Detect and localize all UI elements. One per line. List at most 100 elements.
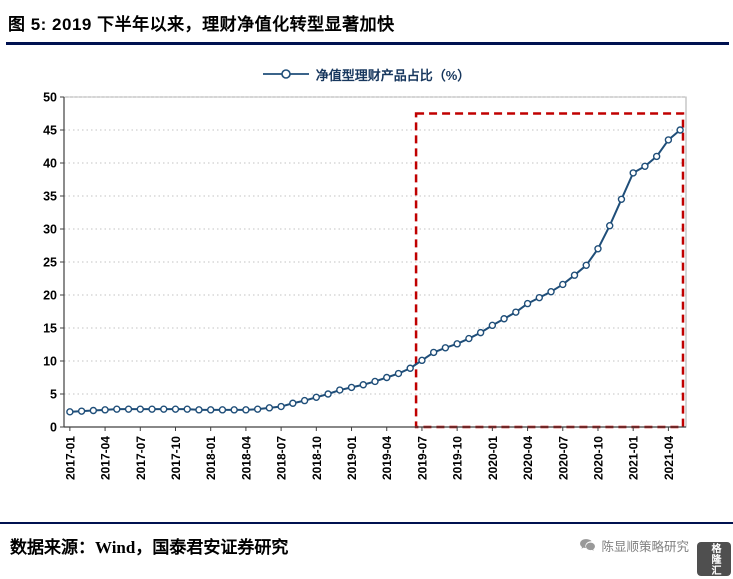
footer-divider [0, 522, 733, 524]
data-point-marker [101, 406, 109, 414]
gelonghui-logo-text: 格隆汇 [709, 542, 720, 576]
x-axis-label: 2019-10 [451, 436, 465, 480]
y-axis-label: 0 [50, 421, 57, 435]
y-axis-label: 5 [50, 388, 57, 402]
data-point-marker [652, 152, 661, 161]
data-point-marker [253, 405, 262, 413]
x-axis-label: 2021-01 [627, 436, 641, 480]
y-axis-label: 35 [43, 190, 57, 204]
data-point-marker [289, 399, 297, 407]
data-point-marker [242, 406, 250, 414]
gelonghui-logo: 格隆汇 [697, 542, 731, 576]
data-point-marker [359, 381, 367, 389]
y-axis-label: 50 [43, 91, 57, 105]
x-axis-label: 2018-01 [204, 436, 218, 480]
x-axis-label: 2019-07 [415, 436, 429, 480]
data-point-marker [453, 340, 461, 348]
watermark: 陈显顺策略研究 [579, 536, 689, 555]
figure-footer: 数据来源：Wind，国泰君安证券研究 陈显顺策略研究 [0, 524, 733, 558]
data-point-marker [441, 344, 450, 352]
data-point-marker [160, 405, 168, 413]
data-point-marker [77, 407, 86, 415]
data-point-marker [300, 396, 309, 405]
data-point-marker [230, 406, 238, 414]
data-point-marker [336, 386, 344, 394]
figure-header: 图 5: 2019 下半年以来，理财净值化转型显著加快 [6, 8, 729, 45]
x-axis-label: 2017-04 [99, 436, 113, 480]
x-axis-label: 2017-10 [169, 436, 183, 480]
data-point-marker [500, 315, 508, 323]
x-axis-label: 2018-04 [239, 436, 253, 480]
y-axis-label: 45 [43, 124, 57, 138]
wechat-icon [580, 539, 596, 551]
data-point-marker [559, 280, 567, 289]
data-point-marker [66, 408, 74, 416]
x-axis-label: 2019-01 [345, 436, 359, 480]
data-point-marker [617, 195, 626, 204]
legend-line-marker-icon [262, 69, 309, 79]
data-point-marker [547, 287, 555, 296]
data-point-marker [218, 406, 227, 414]
data-point-marker [206, 406, 215, 414]
data-point-marker [664, 136, 673, 144]
data-point-marker [629, 169, 637, 177]
highlight-box [414, 112, 685, 429]
data-point-marker [136, 405, 144, 413]
data-point-marker [465, 334, 473, 343]
data-source: 数据来源：Wind，国泰君安证券研究 [10, 538, 289, 557]
watermark-account: 陈显顺策略研究 [601, 540, 689, 554]
y-axis-label: 25 [43, 256, 57, 270]
y-axis-label: 10 [43, 355, 57, 369]
data-point-marker [394, 369, 403, 378]
y-axis-label: 20 [43, 289, 57, 303]
data-point-marker [582, 261, 590, 270]
x-axis-label: 2017-01 [63, 436, 77, 480]
data-point-marker [183, 405, 191, 413]
data-point-marker [312, 393, 321, 401]
data-point-marker [641, 162, 649, 171]
data-point-marker [476, 328, 485, 337]
data-point-marker [171, 405, 180, 413]
y-axis-label: 40 [43, 157, 57, 171]
x-axis-label: 2018-07 [275, 436, 289, 480]
chart-legend: 净值型理财产品占比（%） [0, 65, 733, 83]
data-point-marker [429, 348, 438, 357]
x-axis-label: 2017-07 [134, 436, 148, 480]
x-axis-label: 2020-01 [486, 436, 500, 480]
data-point-marker [512, 308, 520, 316]
data-point-marker [523, 299, 532, 308]
data-point-marker [418, 356, 426, 365]
data-line [69, 129, 681, 413]
data-point-marker [324, 390, 332, 398]
line-chart: 0 5 10 15 20 25 30 35 40 45 50 2017-01 2017-04 2017-0… [24, 85, 733, 516]
data-point-marker [371, 377, 379, 386]
legend-label: 净值型理财产品占比（%） [315, 67, 471, 83]
data-point-marker [535, 293, 544, 302]
gelonghui-logo-icon: 格隆汇 [697, 542, 731, 576]
y-axis-label: 15 [43, 322, 57, 336]
x-axis-label: 2020-04 [521, 436, 535, 480]
data-point-marker [606, 221, 614, 230]
data-point-marker [89, 406, 98, 415]
y-axis-label: 30 [43, 223, 57, 237]
data-point-marker [488, 321, 497, 330]
data-point-marker [277, 402, 285, 411]
data-point-marker [570, 271, 579, 279]
x-axis-label: 2020-07 [556, 436, 570, 480]
data-point-marker [195, 406, 203, 414]
x-axis-label: 2020-10 [591, 436, 605, 480]
data-point-marker [148, 405, 156, 413]
data-point-marker [265, 404, 274, 412]
data-point-marker [594, 245, 602, 253]
data-point-marker [383, 373, 391, 382]
data-point-marker [113, 405, 121, 413]
data-point-marker [676, 126, 684, 134]
x-axis-label: 2019-04 [380, 436, 394, 480]
figure-title: 图 5: 2019 下半年以来，理财净值化转型显著加快 [8, 15, 395, 34]
data-point-marker [406, 364, 414, 372]
x-axis-label: 2018-10 [310, 436, 324, 480]
chart-canvas: 0 5 10 15 20 25 30 35 40 45 50 2017-01 2017-04 2017-0… [43, 91, 687, 480]
x-axis-label: 2021-04 [662, 436, 676, 480]
data-point-marker [124, 405, 133, 413]
